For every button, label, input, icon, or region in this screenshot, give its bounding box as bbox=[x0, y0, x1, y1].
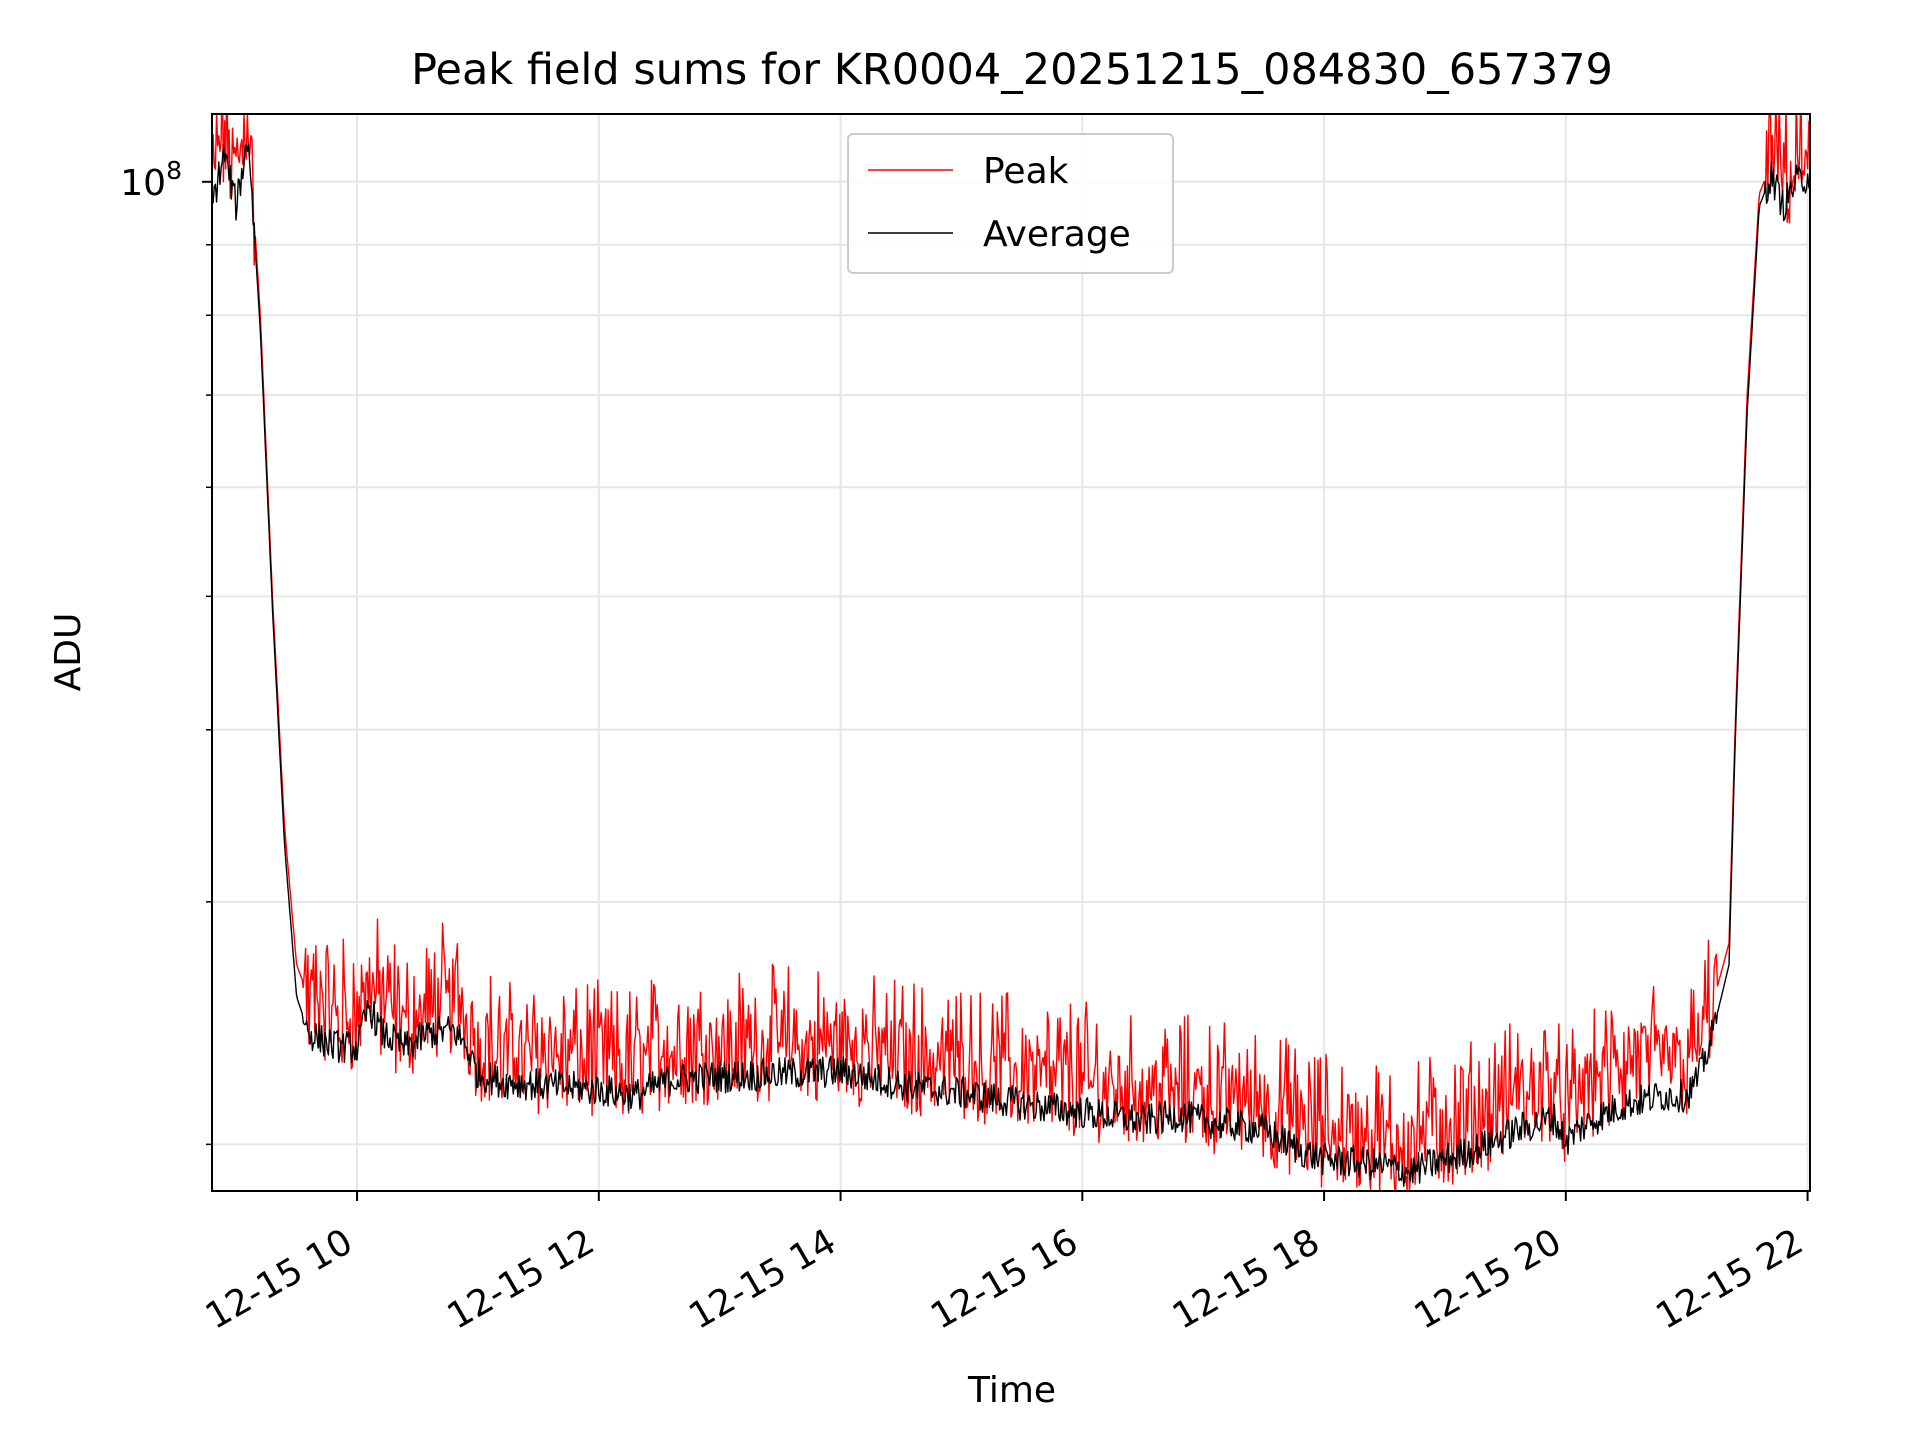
plot-frame bbox=[211, 113, 1811, 1192]
x-axis-label: Time bbox=[967, 1370, 1056, 1411]
legend: Peak Average bbox=[847, 133, 1174, 274]
legend-label-peak: Peak bbox=[983, 151, 1069, 192]
series-line-average bbox=[212, 143, 1810, 1188]
legend-box bbox=[847, 133, 1174, 274]
legend-label-average: Average bbox=[983, 214, 1131, 255]
series-line-peak bbox=[212, 114, 1810, 1191]
chart-title: Peak field sums for KR0004_20251215_0848… bbox=[411, 45, 1613, 95]
y-axis-label: ADU bbox=[48, 613, 89, 692]
y-tick-label: 108 bbox=[120, 156, 182, 204]
series-layer bbox=[212, 114, 1810, 1191]
